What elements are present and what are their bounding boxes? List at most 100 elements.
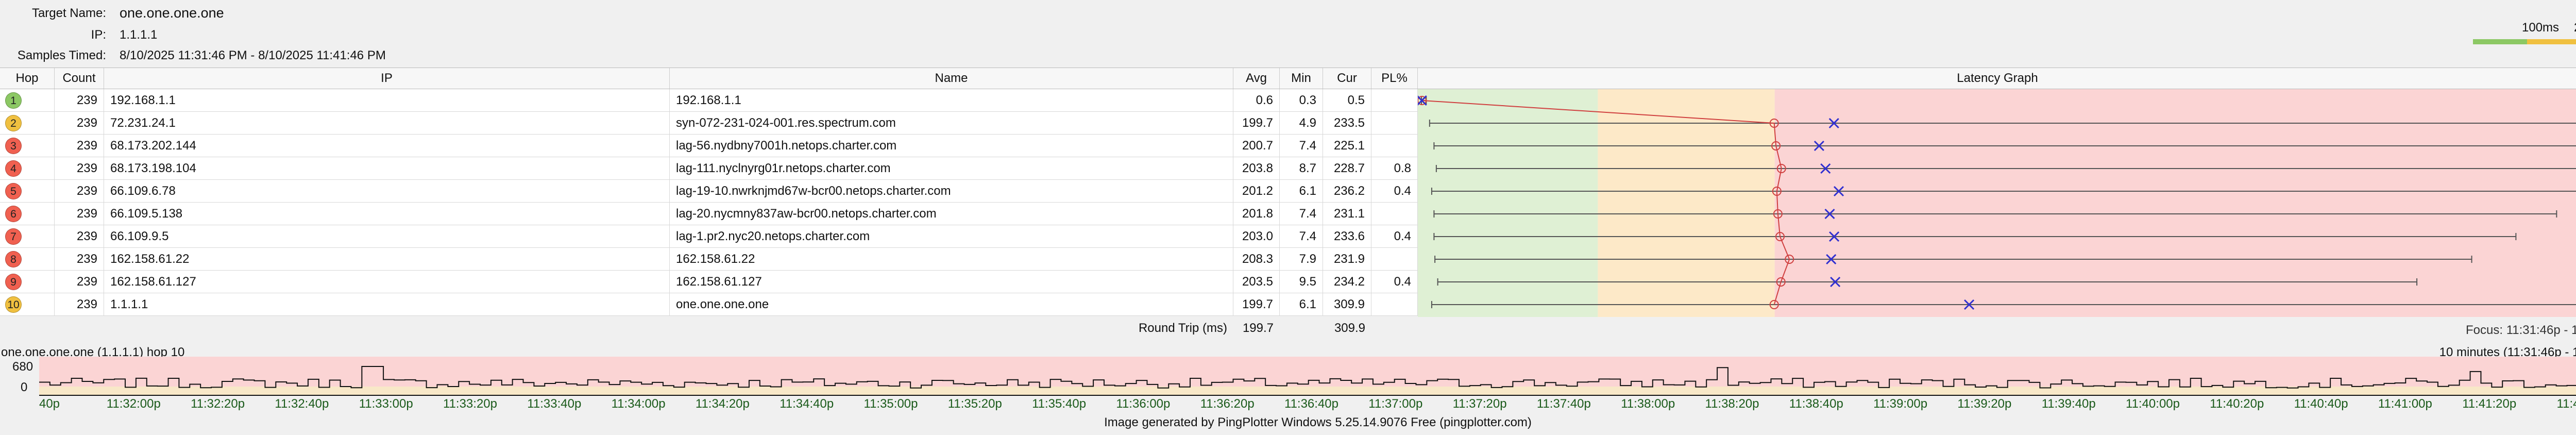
timeline-tick-label: 11:36:00p (1116, 397, 1171, 411)
timeline-ymax: 680 (12, 360, 33, 374)
current-latency-marker (1964, 299, 1975, 310)
focus-range: Focus: 11:31:46p - 11:41:46p (2466, 323, 2576, 337)
col-min-header[interactable]: Min (1280, 68, 1323, 89)
hop-row[interactable]: 5 239 66.109.6.78 lag-19-10.nwrknjmd67w-bcr… (0, 180, 1426, 203)
hop-avg: 208.3 (1233, 248, 1280, 271)
hop-min: 7.9 (1280, 248, 1323, 271)
avg-latency-marker (1418, 96, 1427, 105)
hop-count: 239 (55, 157, 104, 180)
hop-avg: 200.7 (1233, 135, 1280, 157)
hop-number-badge: 9 (5, 274, 22, 290)
timeline-tick-label: 11:34:20p (695, 397, 750, 411)
current-latency-marker (1828, 118, 1839, 129)
current-latency-marker (1833, 186, 1844, 197)
hop-pl: 0.4 (1371, 180, 1418, 203)
hop-cur: 309.9 (1323, 293, 1371, 316)
hop-pl: 0.8 (1371, 157, 1418, 180)
hop-row[interactable]: 2 239 72.231.24.1 syn-072-231-024-001.res.s… (0, 112, 1418, 135)
col-cur-header[interactable]: Cur (1323, 68, 1371, 89)
avg-latency-marker (1775, 232, 1785, 241)
col-pl-header[interactable]: PL% (1371, 68, 1418, 89)
round-trip-label: Round Trip (ms) (1138, 321, 1227, 335)
hop-avg: 201.8 (1233, 203, 1280, 225)
timeline-tick-label: 11:38:00p (1621, 397, 1675, 411)
col-name-header[interactable]: Name (670, 68, 1233, 89)
hop-pl (1371, 293, 1418, 316)
round-trip-row: Round Trip (ms) 199.7 309.9 (0, 317, 2576, 340)
round-trip-cur: 309.9 (1334, 321, 1365, 335)
hop-ip: 68.173.198.104 (104, 157, 670, 180)
hop-pl (1371, 89, 1418, 112)
session-header: Target Name: one.one.one.one IP: 1.1.1.1… (0, 0, 2576, 68)
hop-cur: 236.2 (1323, 180, 1371, 203)
hop-pl (1371, 248, 1418, 271)
graph-zone-warn (1598, 89, 1775, 317)
hop-row[interactable]: 3 239 68.173.202.144 lag-56.nydbny7001h.net… (0, 135, 1418, 157)
ip-value: 1.1.1.1 (120, 28, 158, 42)
col-avg-header[interactable]: Avg (1233, 68, 1280, 89)
hop-row[interactable]: 6 239 66.109.5.138 lag-20.nycmny837aw-bcr00… (0, 203, 1418, 225)
hop-number-badge: 8 (5, 251, 22, 267)
timeline-tick-label: 11:40:40p (2294, 397, 2348, 411)
timeline-tick-label: 11:38:40p (1789, 397, 1843, 411)
timeline-tick-label: 11:41:20p (2462, 397, 2517, 411)
hop-cur: 0.5 (1323, 89, 1371, 112)
col-count-header[interactable]: Count (55, 68, 104, 89)
hop-cell: 8 (0, 248, 55, 271)
timeline-tick-label: 11:37:00p (1368, 397, 1423, 411)
hop-avg: 0.6 (1233, 89, 1280, 112)
hop-row[interactable]: 8 239 162.158.61.22 162.158.61.22 208.3 7.9 23… (0, 248, 1418, 271)
scale-bar-green (2473, 39, 2527, 44)
hop-name: 192.168.1.1 (670, 89, 1233, 112)
round-trip-avg: 199.7 (1242, 321, 1274, 335)
timeline-tick-label: 11:37:20p (1452, 397, 1507, 411)
scale-label-200: 200ms (2574, 21, 2576, 35)
graph-zone-good (1418, 89, 1598, 317)
hop-cell: 7 (0, 225, 55, 248)
current-latency-marker (1820, 163, 1831, 174)
col-hop-header[interactable]: Hop (0, 68, 55, 89)
timeline-tick-label: 11:32:00p (106, 397, 161, 411)
avg-latency-marker (1771, 141, 1781, 150)
avg-latency-marker (1773, 209, 1783, 219)
timeline-latency-trace (39, 366, 2576, 389)
current-latency-marker (1829, 231, 1840, 242)
timeline-tick-label: 11:39:20p (1957, 397, 2012, 411)
timeline-tick-label: 11:38:20p (1705, 397, 1759, 411)
col-graph-header: Latency Graph (1957, 71, 2038, 85)
timeline-tick-label: 11:39:00p (1873, 397, 1928, 411)
hop-count: 239 (55, 293, 104, 316)
avg-latency-marker (1769, 300, 1779, 309)
timeline-tick-label: 11:36:40p (1284, 397, 1338, 411)
timeline-chart[interactable] (39, 357, 2576, 396)
avg-latency-line (1421, 100, 1790, 305)
hop-count: 239 (55, 203, 104, 225)
hop-avg: 199.7 (1233, 112, 1280, 135)
col-ip-header[interactable]: IP (104, 68, 670, 89)
timeline-tick-label: 11:33:20p (443, 397, 497, 411)
timeline-tick-label: 11:40:00p (2126, 397, 2180, 411)
scale-bar-yellow (2527, 39, 2576, 44)
timeline-tick-label: 11:35:40p (1032, 397, 1087, 411)
timeline-panel: one.one.one.one (1.1.1.1) hop 10 10 minu… (0, 340, 2576, 435)
hop-cell: 4 (0, 157, 55, 180)
hop-row[interactable]: 4 239 68.173.198.104 lag-111.nyclnyrg01r.ne… (0, 157, 1434, 180)
target-name-label: Target Name: (31, 6, 106, 20)
hop-row[interactable]: 9 239 162.158.61.127 162.158.61.127 203.5 9.5… (0, 271, 1426, 293)
hop-min: 6.1 (1280, 180, 1323, 203)
hop-row[interactable]: 7 239 66.109.9.5 lag-1.pr2.nyc20.netops.cha… (0, 225, 1426, 248)
hop-pl (1371, 112, 1418, 135)
table-header: Hop Count IP Name Avg Min Cur PL% Latenc… (0, 68, 2576, 89)
avg-latency-marker (1785, 255, 1794, 264)
hop-row[interactable]: 10 239 1.1.1.1 one.one.one.one 199.7 6.1 309.9 (0, 293, 1418, 316)
hop-name: syn-072-231-024-001.res.spectrum.com (670, 112, 1233, 135)
current-latency-marker (1826, 254, 1837, 265)
target-name-value: one.one.one.one (120, 5, 224, 21)
hop-ip: 162.158.61.22 (104, 248, 670, 271)
hop-number-badge: 5 (5, 183, 22, 199)
timeline-tick-label: 11:35:20p (947, 397, 1002, 411)
graph-zone-bad (1774, 89, 2576, 317)
hop-avg: 203.8 (1233, 157, 1280, 180)
current-latency-marker (1824, 208, 1835, 220)
hop-row[interactable]: 1 239 192.168.1.1 192.168.1.1 0.6 0.3 0.5 (0, 89, 1418, 112)
